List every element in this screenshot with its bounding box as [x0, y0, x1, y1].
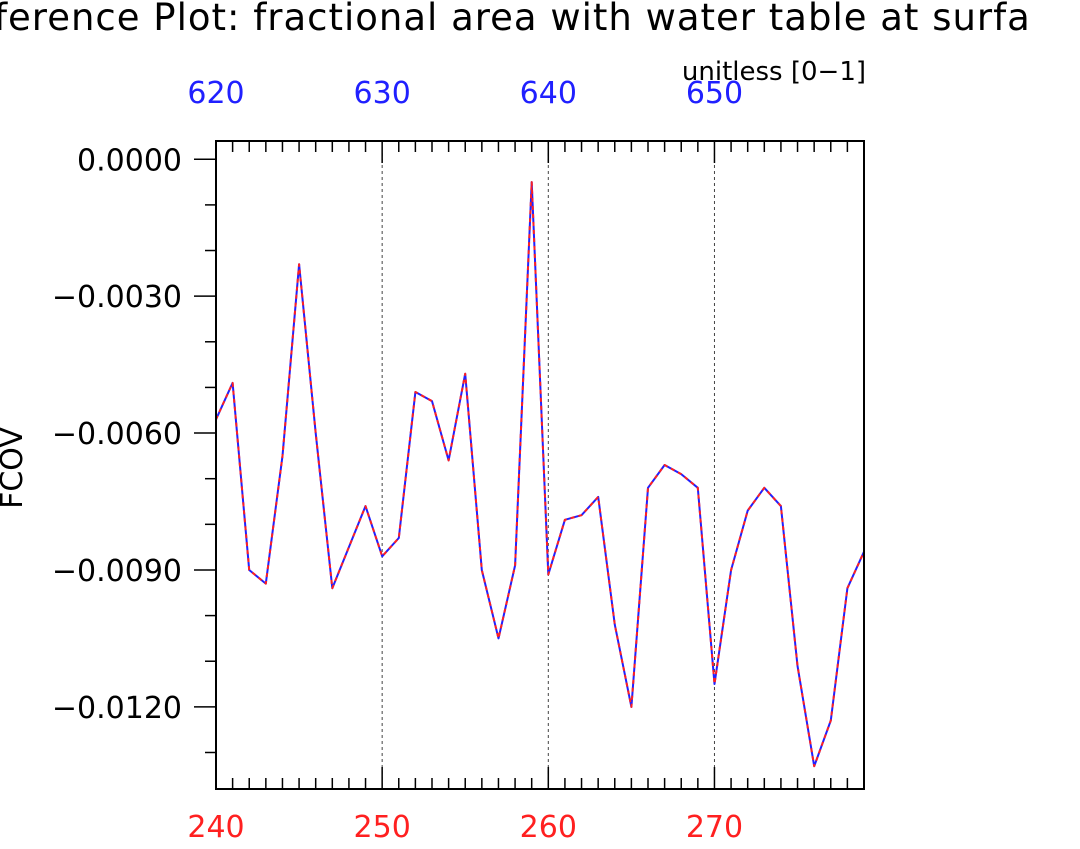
top-x-tick-label: 650 [686, 76, 743, 111]
y-tick-label: −0.0120 [52, 691, 182, 726]
bottom-x-tick-labels: 240 250 260 270 [187, 810, 743, 845]
bottom-x-tick-label: 270 [686, 810, 743, 845]
series-line-2 [215, 181, 865, 768]
y-tick-label: 0.0000 [77, 143, 182, 178]
top-x-tick-labels: 620 630 640 650 [187, 76, 743, 111]
plot-frame [215, 140, 865, 790]
y-tick-label: −0.0030 [52, 280, 182, 315]
y-tick-labels: 0.0000 −0.0030 −0.0060 −0.0090 −0.0120 [52, 143, 182, 726]
y-tick-label: −0.0060 [52, 417, 182, 452]
series-line-1 [215, 181, 865, 768]
bottom-x-tick-label: 240 [187, 810, 244, 845]
bottom-x-tick-label: 260 [520, 810, 577, 845]
bottom-x-tick-label: 250 [354, 810, 411, 845]
top-x-tick-label: 630 [354, 76, 411, 111]
chart-title: ference Plot: fractional area with water… [0, 0, 1031, 39]
y-tick-label: −0.0090 [52, 554, 182, 589]
data-series [215, 181, 865, 768]
top-x-tick-label: 620 [187, 76, 244, 111]
units-label: unitless [0−1] [682, 57, 866, 87]
y-axis-label: FCOV [0, 427, 30, 509]
top-x-tick-label: 640 [520, 76, 577, 111]
